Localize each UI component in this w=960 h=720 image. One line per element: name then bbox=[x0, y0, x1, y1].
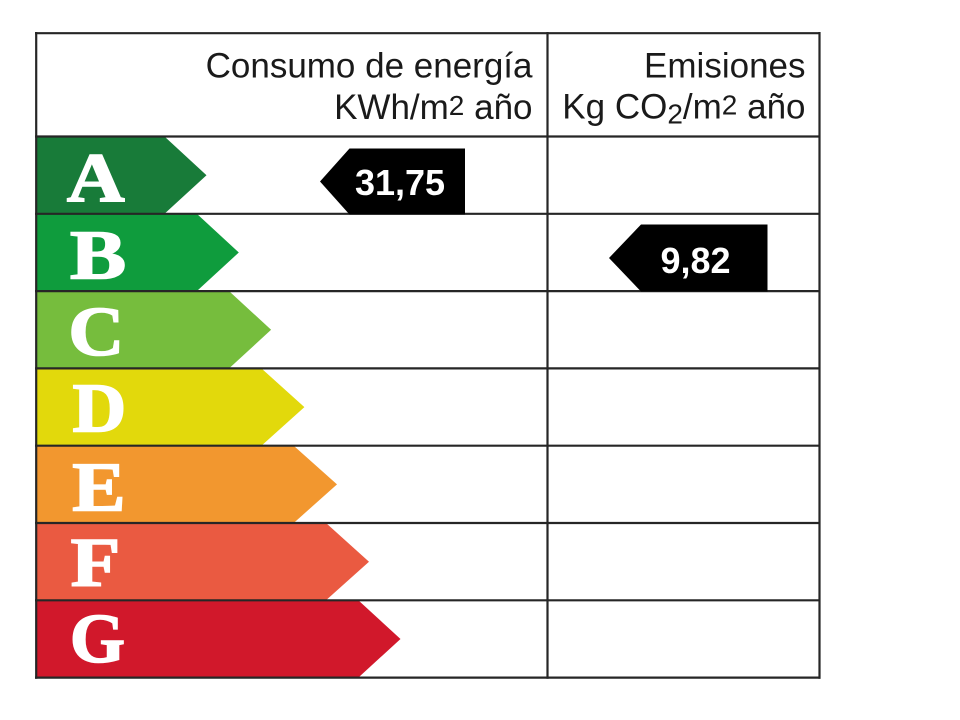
svg-text:D: D bbox=[73, 371, 127, 448]
svg-text:C: C bbox=[68, 294, 124, 371]
svg-text:A: A bbox=[67, 141, 125, 218]
svg-text:Kg CO2/m2 año: Kg CO2/m2 año bbox=[562, 88, 805, 130]
svg-text:F: F bbox=[71, 524, 121, 601]
svg-text:31,75: 31,75 bbox=[355, 162, 445, 203]
svg-text:B: B bbox=[70, 217, 126, 294]
svg-text:Emisiones: Emisiones bbox=[644, 47, 805, 86]
svg-text:9,82: 9,82 bbox=[660, 240, 730, 281]
svg-text:KWh/m2 año: KWh/m2 año bbox=[334, 88, 532, 127]
svg-text:E: E bbox=[72, 449, 125, 526]
svg-text:Consumo de energía: Consumo de energía bbox=[206, 47, 533, 86]
svg-text:G: G bbox=[70, 601, 125, 678]
